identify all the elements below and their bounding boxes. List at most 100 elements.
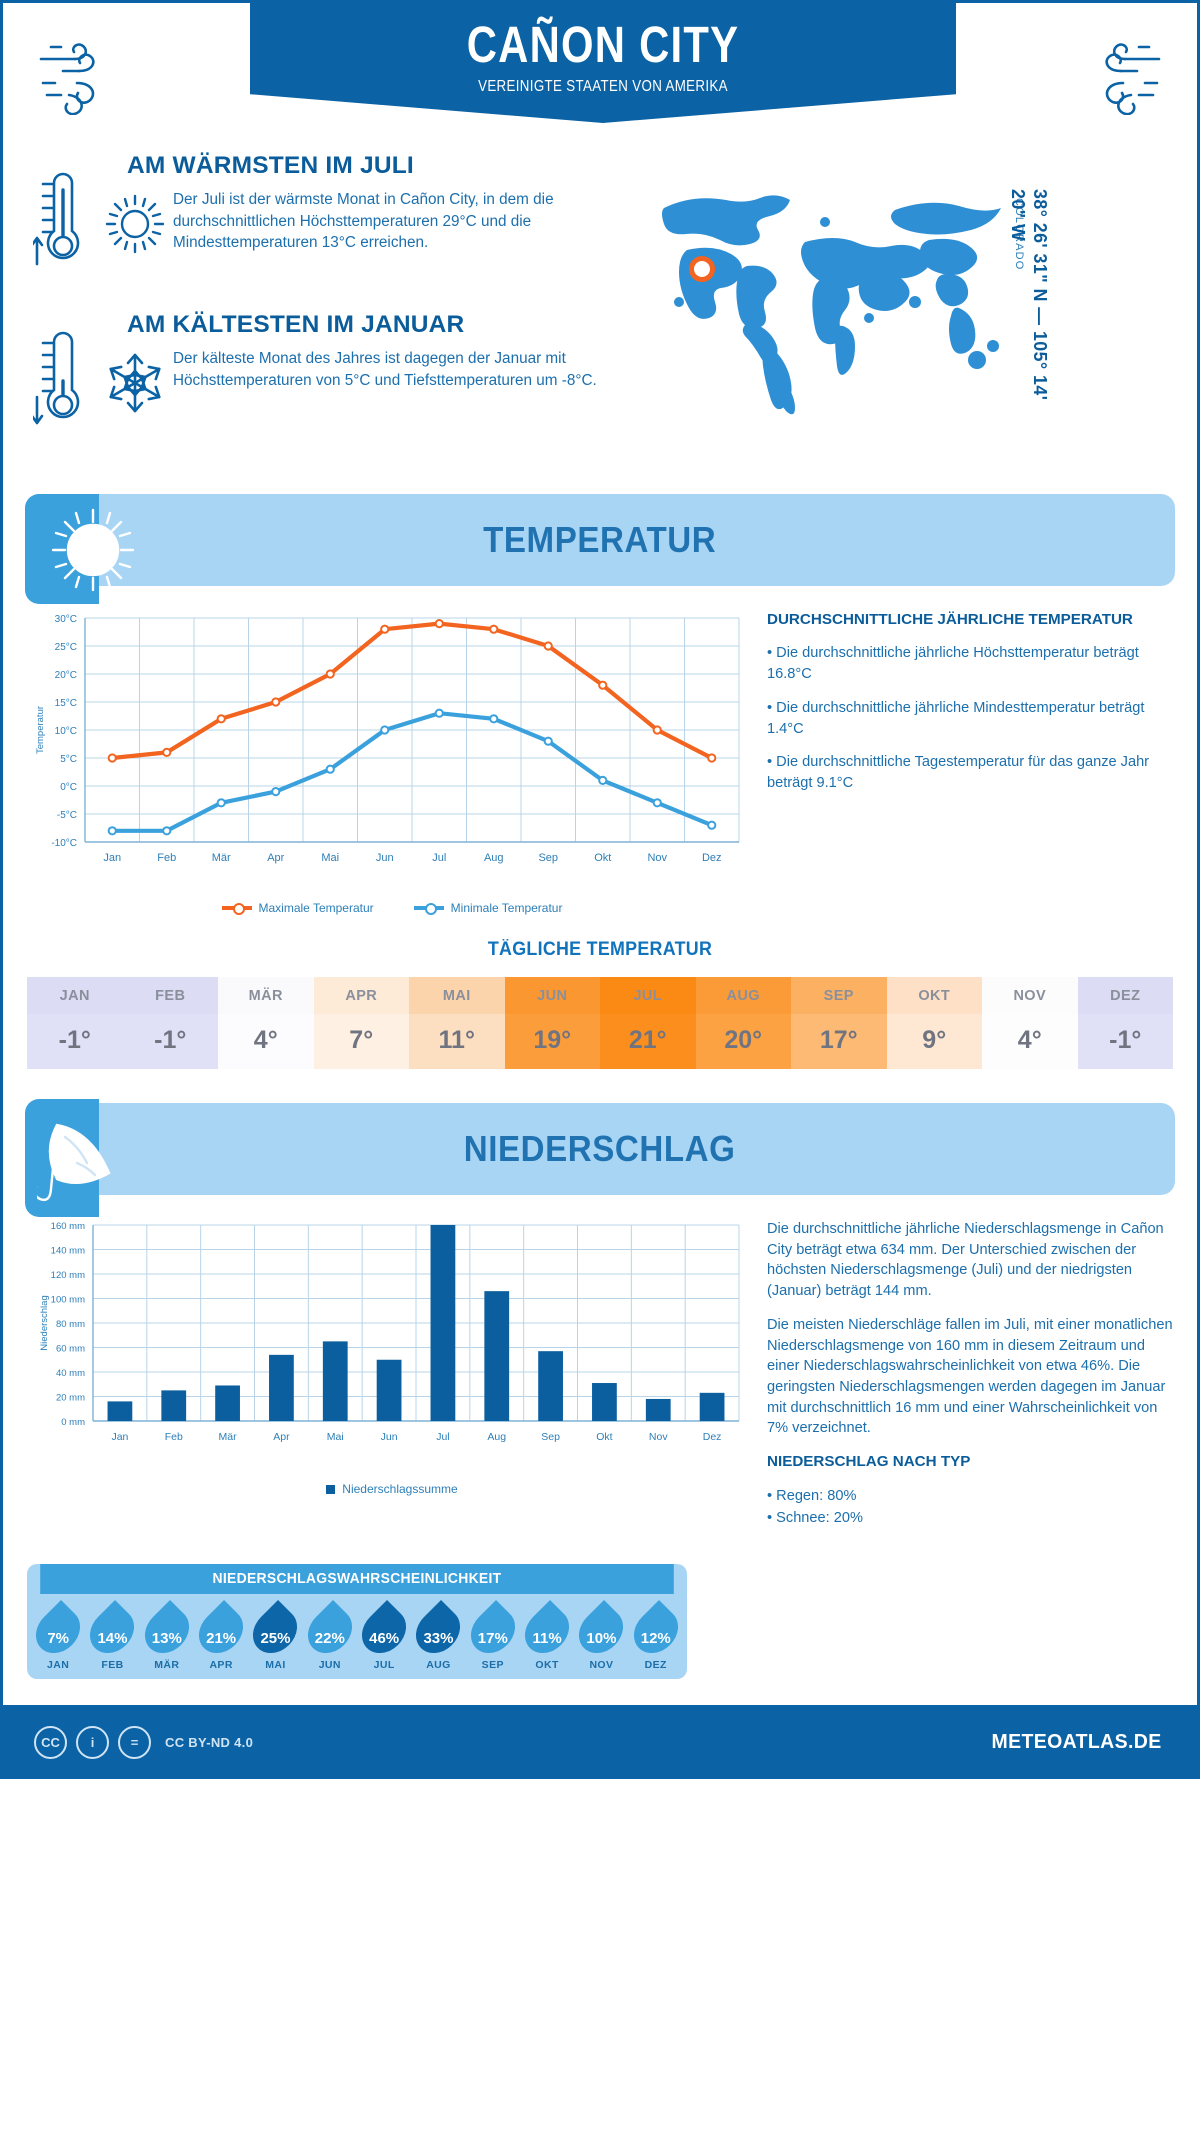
page-subtitle: VEREINIGTE STAATEN VON AMERIKA — [478, 78, 728, 95]
daily-month-label: SEP — [791, 977, 887, 1014]
svg-text:Mär: Mär — [219, 1431, 238, 1443]
temperature-bullet-1: • Die durchschnittliche jährliche Höchst… — [767, 645, 1139, 683]
probability-value: 17% — [477, 1630, 508, 1648]
daily-month-label: JAN — [27, 977, 123, 1014]
daily-month-label: MÄR — [218, 977, 314, 1014]
daily-month-label: FEB — [122, 977, 218, 1014]
probability-month-label: JUN — [318, 1659, 341, 1672]
daily-temperature-value: 4° — [218, 1014, 314, 1069]
probability-value: 11% — [532, 1630, 562, 1648]
probability-value: 33% — [423, 1630, 454, 1648]
daily-temperature-value: 17° — [791, 1014, 887, 1069]
brand-label: METEOATLAS.DE — [991, 1730, 1162, 1754]
snowflake-icon — [101, 347, 173, 422]
water-drop-icon: 25% — [244, 1600, 307, 1663]
probability-month-label: MAI — [265, 1659, 286, 1672]
svg-text:Dez: Dez — [703, 1431, 722, 1443]
daily-temperature-value: 20° — [695, 1014, 791, 1069]
probability-value: 21% — [206, 1630, 237, 1648]
water-drop-icon: 10% — [570, 1600, 633, 1663]
precipitation-paragraph-1: Die durchschnittliche jährliche Niedersc… — [767, 1221, 1164, 1300]
temperature-section-banner: TEMPERATUR — [25, 494, 1175, 604]
svg-text:Temperatur: Temperatur — [35, 706, 46, 754]
daily-temperature-value: -1° — [1077, 1014, 1173, 1069]
water-drop-icon: 46% — [353, 1600, 416, 1663]
svg-text:Nov: Nov — [647, 852, 667, 864]
probability-column: 7% JAN — [27, 1600, 90, 1679]
thermometer-up-icon — [30, 152, 97, 285]
probability-value: 46% — [369, 1630, 400, 1648]
precipitation-probability-card: NIEDERSCHLAGSWAHRSCHEINLICHKEIT 7% JAN 14%… — [27, 1564, 687, 1680]
top-info-section: AM WÄRMSTEN IM JULI Der Juli ist der wär… — [3, 136, 1197, 480]
page-title: CAÑON CITY — [466, 16, 740, 73]
daily-temperature-value: 19° — [504, 1014, 600, 1069]
wind-swirl-icon-right — [1057, 25, 1167, 120]
daily-temperature-value: 7° — [313, 1014, 409, 1069]
cc-icon: CC — [34, 1725, 67, 1759]
precipitation-type-snow: • Schnee: 20% — [767, 1510, 863, 1527]
temperature-bullet-2: • Die durchschnittliche jährliche Mindes… — [767, 699, 1145, 737]
daily-temperature-column: JAN -1° — [27, 977, 123, 1069]
precipitation-probability-row: 7% JAN 14% FEB 13% MÄR 21% APR 25% MAI 22% JUN 46% JU… — [27, 1594, 687, 1679]
svg-text:Nov: Nov — [649, 1431, 668, 1443]
page-footer: CC i = CC BY-ND 4.0 METEOATLAS.DE — [0, 1705, 1200, 1780]
sun-icon — [101, 188, 173, 263]
probability-month-label: FEB — [101, 1659, 124, 1672]
infographic-page: CAÑON CITY VEREINIGTE STAATEN VON AMERIK… — [0, 0, 1200, 1780]
water-drop-icon: 33% — [407, 1600, 470, 1663]
legend-item-min: Minimale Temperatur — [413, 901, 563, 915]
daily-month-label: JUL — [600, 977, 696, 1014]
daily-month-label: OKT — [886, 977, 982, 1014]
probability-column: 14% FEB — [81, 1600, 144, 1679]
probability-month-label: OKT — [535, 1659, 559, 1672]
daily-temperature-column: NOV 4° — [982, 977, 1078, 1069]
daily-month-label: JUN — [504, 977, 600, 1014]
svg-text:5°C: 5°C — [60, 754, 77, 765]
svg-text:Jan: Jan — [111, 1431, 128, 1443]
svg-text:Jun: Jun — [381, 1431, 398, 1443]
probability-month-label: JUL — [373, 1659, 395, 1672]
probability-month-label: JAN — [47, 1659, 70, 1672]
probability-value: 12% — [640, 1630, 671, 1648]
water-drop-icon: 22% — [298, 1600, 361, 1663]
daily-month-label: NOV — [982, 977, 1078, 1014]
legend-label-min: Minimale Temperatur — [450, 901, 563, 915]
probability-month-label: MÄR — [154, 1659, 180, 1672]
warmest-month-text: Der Juli ist der wärmste Monat in Cañon … — [173, 191, 554, 252]
daily-temperature-title: TÄGLICHE TEMPERATUR — [487, 939, 713, 960]
world-map-svg — [662, 195, 1001, 415]
probability-month-label: DEZ — [644, 1659, 667, 1672]
probability-value: 25% — [260, 1630, 291, 1648]
precipitation-banner-title: NIEDERSCHLAG — [464, 1128, 736, 1169]
license-label: CC BY-ND 4.0 — [165, 1734, 254, 1750]
probability-column: 12% DEZ — [624, 1600, 687, 1679]
svg-text:Dez: Dez — [702, 852, 722, 864]
coldest-month-body: AM KÄLTESTEN IM JANUAR — [97, 311, 623, 444]
probability-month-label: AUG — [426, 1659, 451, 1672]
warmest-month-title: AM WÄRMSTEN IM JULI — [127, 152, 414, 179]
top-info-text-column: AM WÄRMSTEN IM JULI Der Juli ist der wär… — [3, 152, 623, 470]
svg-text:0°C: 0°C — [60, 782, 77, 793]
svg-text:Sep: Sep — [538, 852, 558, 864]
svg-text:Jan: Jan — [103, 852, 121, 864]
temperature-summary: DURCHSCHNITTLICHE JÄHRLICHE TEMPERATUR •… — [757, 604, 1173, 915]
probability-value: 13% — [151, 1630, 182, 1648]
svg-text:20°C: 20°C — [55, 670, 77, 681]
daily-month-label: MAI — [409, 977, 505, 1014]
legend-label-max: Maximale Temperatur — [258, 901, 374, 915]
precipitation-type-rain: • Regen: 80% — [767, 1487, 857, 1504]
svg-text:Aug: Aug — [484, 852, 504, 864]
precipitation-section-banner: NIEDERSCHLAG — [25, 1099, 1175, 1217]
svg-text:10°C: 10°C — [55, 726, 77, 737]
location-marker-icon — [689, 256, 715, 282]
attribution-icon: i — [76, 1725, 109, 1759]
probability-column: 46% JUL — [353, 1600, 416, 1679]
daily-temperature-column: SEP 17° — [791, 977, 887, 1069]
precipitation-chart-legend: Niederschlagssumme — [27, 1482, 757, 1496]
daily-temperature-column: JUL 21° — [600, 977, 696, 1069]
water-drop-icon: 14% — [81, 1600, 144, 1663]
svg-text:Aug: Aug — [487, 1431, 506, 1443]
water-drop-icon: 12% — [624, 1600, 687, 1663]
svg-text:Mär: Mär — [212, 852, 231, 864]
probability-column: 25% MAI — [244, 1600, 307, 1679]
